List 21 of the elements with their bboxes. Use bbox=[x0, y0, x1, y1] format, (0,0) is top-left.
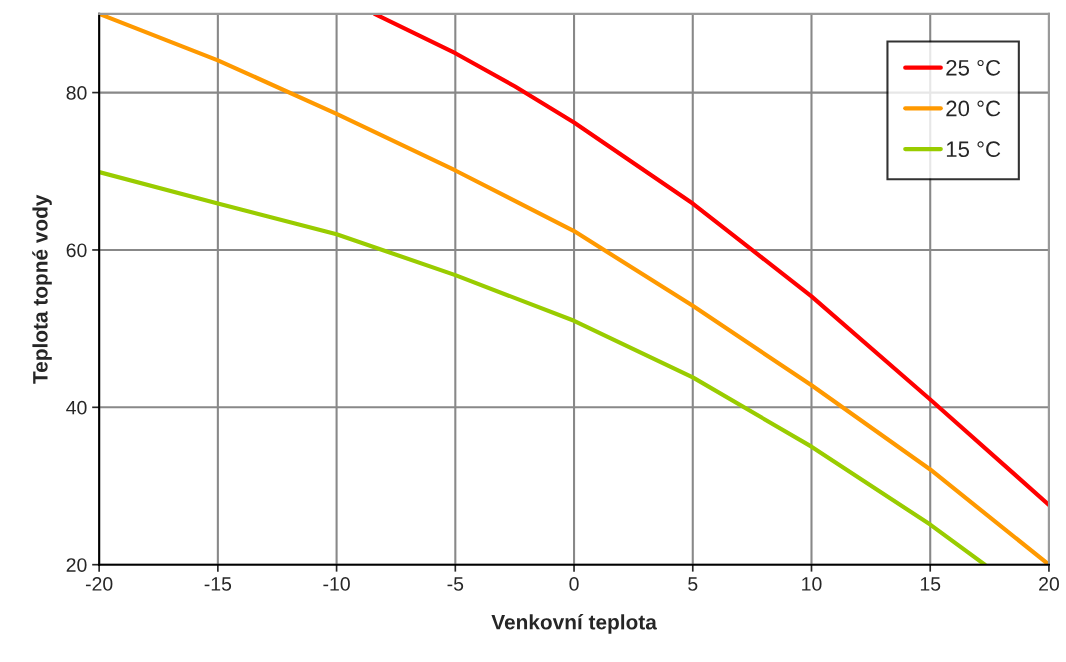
x-tick-label: 20 bbox=[1039, 577, 1059, 591]
legend-label: 20 °C bbox=[946, 100, 1001, 117]
x-tick-label: -15 bbox=[204, 577, 232, 591]
y-tick-label: 80 bbox=[66, 86, 87, 100]
y-tick-label: 60 bbox=[66, 243, 87, 258]
legend-label: 15 °C bbox=[946, 141, 1001, 158]
x-axis-title: Venkovní teplota bbox=[491, 614, 657, 634]
x-tick-label: 15 bbox=[920, 577, 941, 591]
x-tick-label: -5 bbox=[447, 577, 464, 591]
legend-label: 25 °C bbox=[946, 59, 1001, 76]
line-series bbox=[99, 13, 1049, 565]
y-tick-label: 20 bbox=[66, 558, 87, 572]
line-series bbox=[99, 169, 987, 565]
x-tick-label: -20 bbox=[85, 577, 113, 591]
x-tick-label: 5 bbox=[688, 577, 698, 591]
x-tick-label: -10 bbox=[323, 577, 350, 591]
y-tick-label: 40 bbox=[66, 400, 87, 415]
x-tick-label: 10 bbox=[802, 577, 822, 591]
y-axis-title: Teplota topné vody bbox=[32, 194, 52, 384]
x-tick-label: 0 bbox=[569, 577, 579, 591]
line-series bbox=[372, 13, 1049, 507]
